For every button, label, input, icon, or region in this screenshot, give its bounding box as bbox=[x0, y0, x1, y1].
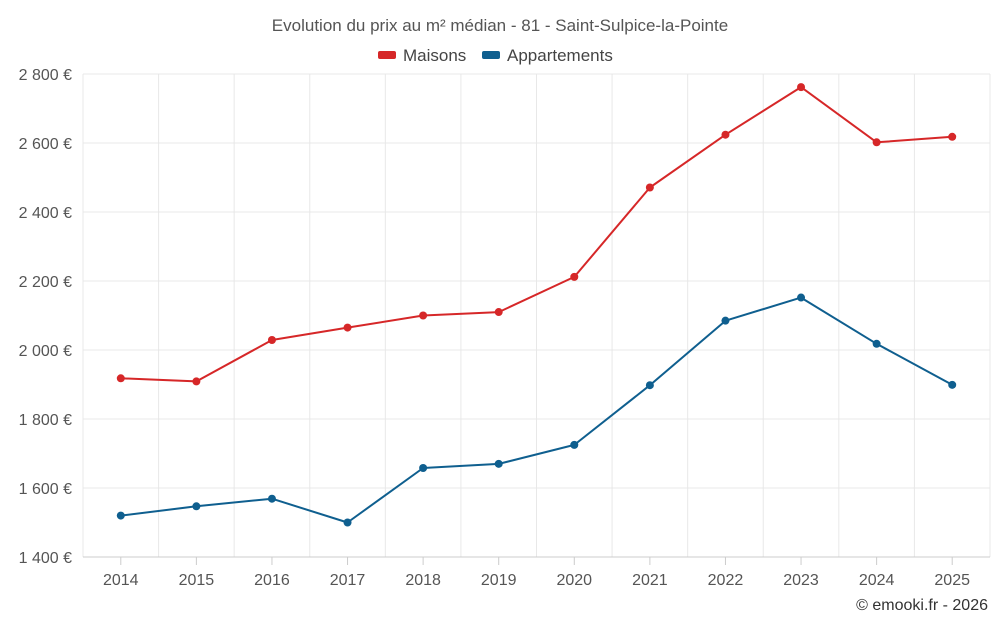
data-point-appartements[interactable] bbox=[494, 459, 503, 468]
y-tick-label: 2 200 € bbox=[19, 274, 72, 291]
data-point-appartements[interactable] bbox=[192, 502, 201, 511]
x-tick-label: 2018 bbox=[405, 572, 441, 589]
x-tick-label: 2015 bbox=[179, 572, 215, 589]
data-point-appartements[interactable] bbox=[797, 293, 806, 302]
data-point-maisons[interactable] bbox=[494, 308, 503, 317]
data-point-appartements[interactable] bbox=[419, 463, 428, 472]
data-point-appartements[interactable] bbox=[721, 316, 730, 325]
series-group bbox=[116, 83, 957, 527]
data-point-maisons[interactable] bbox=[721, 130, 730, 139]
legend-label-maisons: Maisons bbox=[403, 46, 466, 65]
data-point-maisons[interactable] bbox=[192, 377, 201, 386]
x-tick-label: 2020 bbox=[556, 572, 592, 589]
y-tick-label: 2 800 € bbox=[19, 67, 72, 84]
x-tick-label: 2022 bbox=[708, 572, 744, 589]
y-tick-label: 2 000 € bbox=[19, 343, 72, 360]
legend-item-maisons[interactable]: Maisons bbox=[378, 46, 466, 65]
y-tick-label: 2 400 € bbox=[19, 205, 72, 222]
data-point-maisons[interactable] bbox=[267, 335, 276, 344]
y-tick-label: 1 600 € bbox=[19, 481, 72, 498]
x-tick-label: 2017 bbox=[330, 572, 366, 589]
data-point-maisons[interactable] bbox=[797, 83, 806, 92]
x-axis-ticks: 2014 2015 2016 2017 2018 2019 2020 2021 2022 2023… bbox=[103, 572, 970, 589]
y-axis-ticks: 1 400 € 1 600 € 1 800 € 2 000 € 2 200 € 2 400… bbox=[19, 67, 72, 567]
data-point-appartements[interactable] bbox=[116, 511, 125, 520]
legend-label-appartements: Appartements bbox=[507, 46, 613, 65]
x-tick-label: 2016 bbox=[254, 572, 290, 589]
legend-item-appartements[interactable]: Appartements bbox=[482, 46, 613, 65]
data-point-maisons[interactable] bbox=[419, 311, 428, 320]
data-point-appartements[interactable] bbox=[570, 440, 579, 449]
y-tick-label: 1 400 € bbox=[19, 550, 72, 567]
series-line-appartements bbox=[120, 296, 953, 524]
data-point-maisons[interactable] bbox=[116, 374, 125, 383]
data-point-maisons[interactable] bbox=[343, 323, 352, 332]
x-tick-label: 2019 bbox=[481, 572, 517, 589]
axes bbox=[83, 556, 990, 565]
legend: Maisons Appartements bbox=[378, 46, 613, 65]
x-tick-label: 2025 bbox=[934, 572, 970, 589]
data-point-maisons[interactable] bbox=[872, 138, 881, 147]
data-point-appartements[interactable] bbox=[267, 494, 276, 503]
x-tick-label: 2024 bbox=[859, 572, 895, 589]
credit-text: © emooki.fr - 2026 bbox=[856, 597, 988, 614]
data-point-maisons[interactable] bbox=[645, 183, 654, 192]
legend-swatch-maisons bbox=[378, 51, 396, 59]
x-tick-label: 2021 bbox=[632, 572, 668, 589]
chart-title: Evolution du prix au m² médian - 81 - Sa… bbox=[272, 16, 728, 35]
y-tick-label: 1 800 € bbox=[19, 412, 72, 429]
x-tick-label: 2014 bbox=[103, 572, 139, 589]
x-tick-label: 2023 bbox=[783, 572, 819, 589]
data-point-maisons[interactable] bbox=[948, 132, 957, 141]
data-point-appartements[interactable] bbox=[343, 518, 352, 527]
legend-swatch-appartements bbox=[482, 51, 500, 59]
grid bbox=[82, 73, 991, 558]
data-point-appartements[interactable] bbox=[948, 380, 957, 389]
series-line-maisons bbox=[120, 86, 953, 383]
data-point-appartements[interactable] bbox=[645, 381, 654, 390]
y-tick-label: 2 600 € bbox=[19, 136, 72, 153]
data-point-maisons[interactable] bbox=[570, 272, 579, 281]
data-point-appartements[interactable] bbox=[872, 339, 881, 348]
